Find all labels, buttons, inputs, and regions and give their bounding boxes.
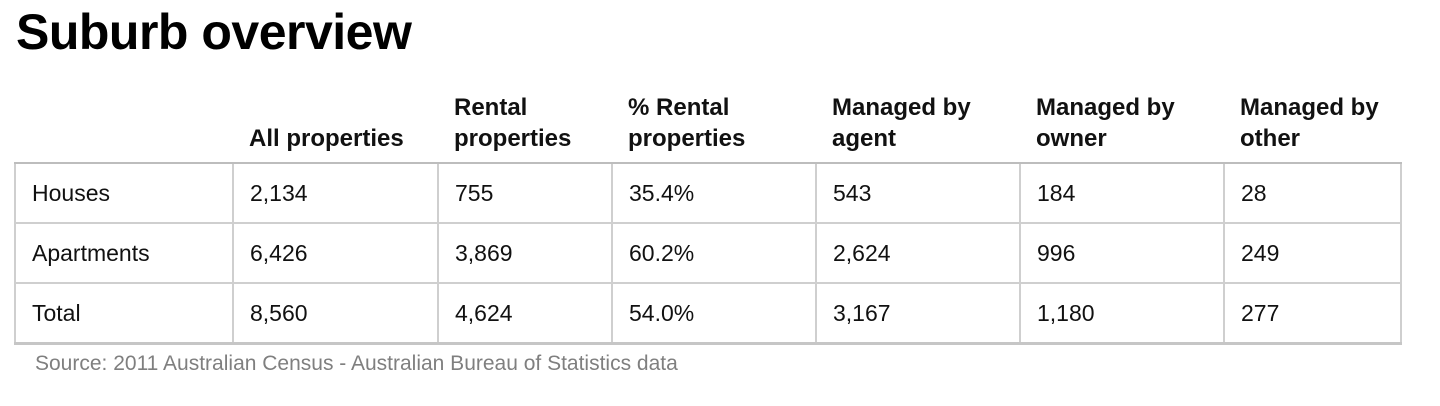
table-cell: 54.0%	[611, 282, 817, 345]
row-label: Apartments	[14, 222, 234, 284]
table-cell: 35.4%	[611, 162, 817, 224]
column-header: Managed by owner	[1020, 90, 1224, 164]
column-header	[15, 90, 233, 164]
page-title: Suburb overview	[16, 4, 412, 60]
column-header: Managed by agent	[816, 90, 1020, 164]
table-cell: 60.2%	[611, 222, 817, 284]
row-label: Total	[14, 282, 234, 345]
table-cell: 249	[1223, 222, 1402, 284]
column-header: Managed by other	[1224, 90, 1401, 164]
table-header-row: All properties Rental properties % Renta…	[15, 90, 1401, 164]
column-header: % Rental properties	[612, 90, 816, 164]
column-header: Rental properties	[438, 90, 612, 164]
column-header: All properties	[233, 90, 438, 164]
table-cell: 1,180	[1019, 282, 1225, 345]
table-cell: 3,167	[815, 282, 1021, 345]
table-cell: 2,134	[232, 162, 439, 224]
table-cell: 277	[1223, 282, 1402, 345]
table-cell: 996	[1019, 222, 1225, 284]
table-cell: 184	[1019, 162, 1225, 224]
table-cell: 8,560	[232, 282, 439, 345]
table-cell: 2,624	[815, 222, 1021, 284]
table-row: Houses 2,134 755 35.4% 543 184 28	[14, 162, 1402, 224]
table-cell: 6,426	[232, 222, 439, 284]
table-cell: 28	[1223, 162, 1402, 224]
suburb-overview-table: All properties Rental properties % Renta…	[14, 90, 1402, 345]
table-cell: 4,624	[437, 282, 613, 345]
table-row: Apartments 6,426 3,869 60.2% 2,624 996 2…	[14, 222, 1402, 284]
source-note: Source: 2011 Australian Census - Austral…	[35, 352, 678, 375]
table-row: Total 8,560 4,624 54.0% 3,167 1,180 277	[14, 282, 1402, 345]
table-cell: 3,869	[437, 222, 613, 284]
table-cell: 543	[815, 162, 1021, 224]
row-label: Houses	[14, 162, 234, 224]
table-cell: 755	[437, 162, 613, 224]
